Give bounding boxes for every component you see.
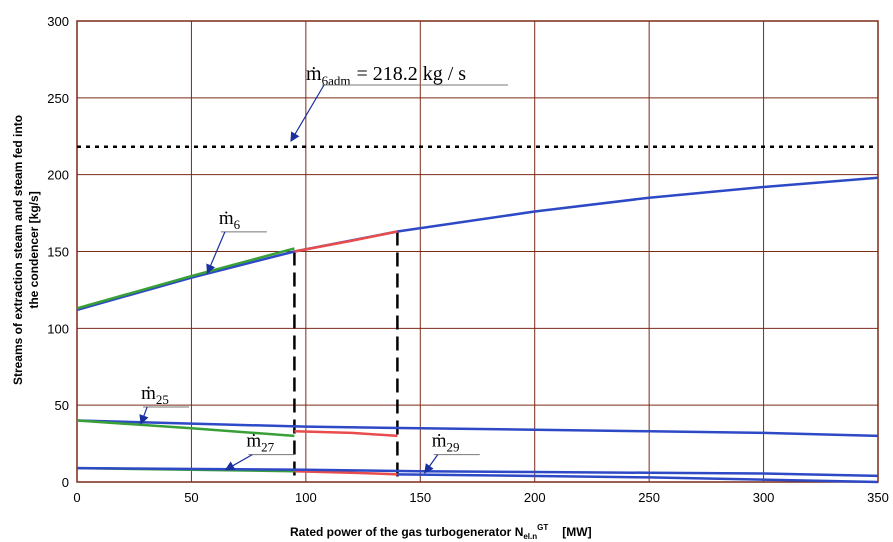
x-tick-label: 100 [295,490,317,505]
series-label-m27: ṁ27 [246,431,274,455]
x-tick-label: 350 [867,490,889,505]
series-line-m6-blue [76,176,879,312]
x-tick-label: 300 [753,490,775,505]
series-line-m25-blue [76,419,879,438]
y-tick-label: 50 [55,398,69,413]
y-tick-label: 300 [47,14,69,29]
x-tick-label: 0 [73,490,80,505]
x-tick-label: 250 [638,490,660,505]
series-label-m6: ṁ6 [219,208,241,232]
series-labels: ṁ6 ṁ25 ṁ27 ṁ29 [139,208,480,474]
series-label-arrow [424,454,439,474]
y-tick-label: 150 [47,245,69,260]
series-label-m29: ṁ29 [432,431,460,455]
y-axis-title-line2: the condencer [kg/s] [27,191,41,308]
series-line-m27-red [294,469,398,476]
series-lines [76,176,879,484]
y-axis-title-line1: Streams of extraction steam and steam fe… [11,115,25,385]
y-tick-label: 0 [62,475,69,490]
series-label-arrow [139,406,149,425]
reference-line-group: ṁ6adm = 218.2 kg / s [77,63,878,148]
plot-frame [76,20,879,483]
y-tick-label: 250 [47,91,69,106]
series-line-m6-green [76,247,295,310]
series-line-m25-red [294,430,398,438]
series-label-m25: ṁ25 [141,383,169,407]
series-line-m29-blue [76,466,879,478]
reference-label-arrow [290,84,325,143]
grid [76,20,879,483]
x-tick-label: 50 [184,490,198,505]
reference-line-label: ṁ6adm = 218.2 kg / s [306,63,466,88]
series-line-m6-red [294,230,398,253]
vertical-markers [293,231,399,482]
x-tick-label: 150 [409,490,431,505]
x-tick-labels: 0 50 100 150 200 250 300 350 [73,490,888,505]
series-line-m25-green [76,419,295,438]
x-tick-label: 200 [524,490,546,505]
series-label-arrow [206,231,226,275]
series-label-arrow [224,454,253,471]
y-tick-label: 100 [47,321,69,336]
series-line-m29-blue-lower [397,473,879,484]
y-tick-label: 200 [47,168,69,183]
y-tick-labels: 0 50 100 150 200 250 300 [47,14,69,490]
x-axis-title: Rated power of the gas turbogenerator Ne… [290,523,592,541]
